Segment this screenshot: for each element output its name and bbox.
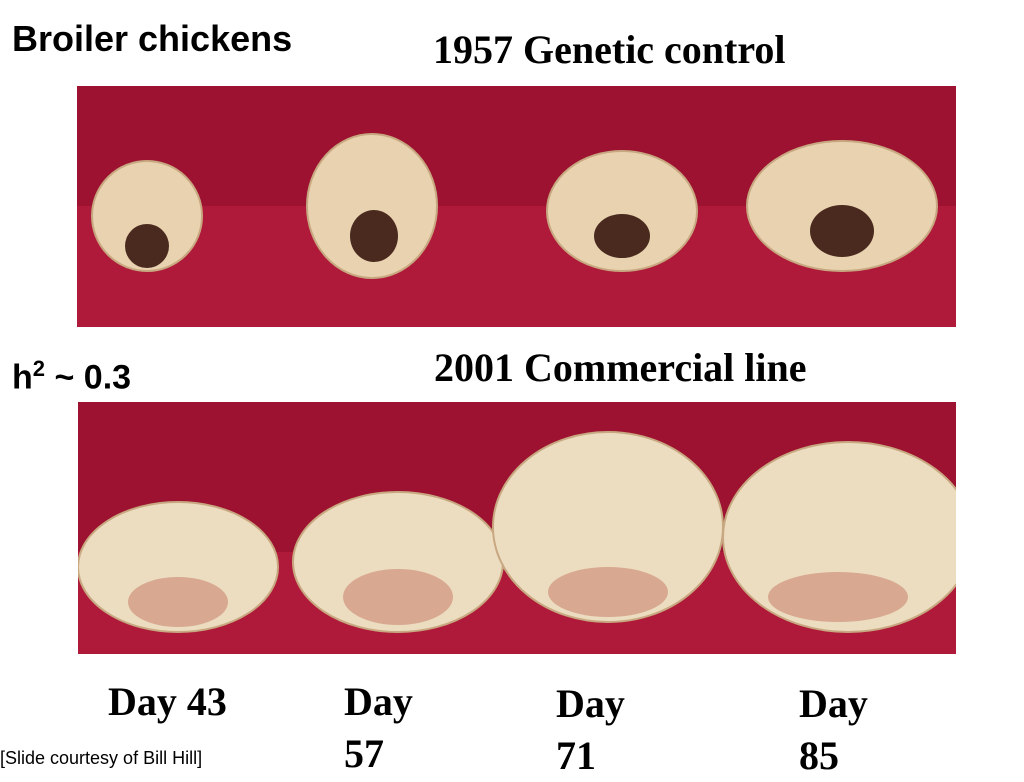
heritability-symbol: h — [12, 358, 33, 397]
photo-2001 — [78, 402, 956, 654]
day-label: Day 85 — [799, 681, 868, 778]
day-label: Day 71 — [556, 681, 625, 778]
photo-1957 — [77, 86, 956, 327]
panel-caption: 2001 Commercial line — [434, 345, 807, 390]
credit: [Slide courtesy of Bill Hill] — [0, 748, 203, 768]
heritability-superscript: 2 — [32, 356, 46, 381]
day-label: Day 57 — [344, 679, 413, 776]
heritability: h2 ~ 0.3 — [12, 356, 131, 397]
panel-caption: 1957 Genetic control — [433, 27, 786, 72]
day-label: Day 43 — [108, 679, 227, 724]
slide-title: Broiler chickens — [12, 18, 293, 59]
heritability-value: ~ 0.3 — [54, 358, 132, 397]
